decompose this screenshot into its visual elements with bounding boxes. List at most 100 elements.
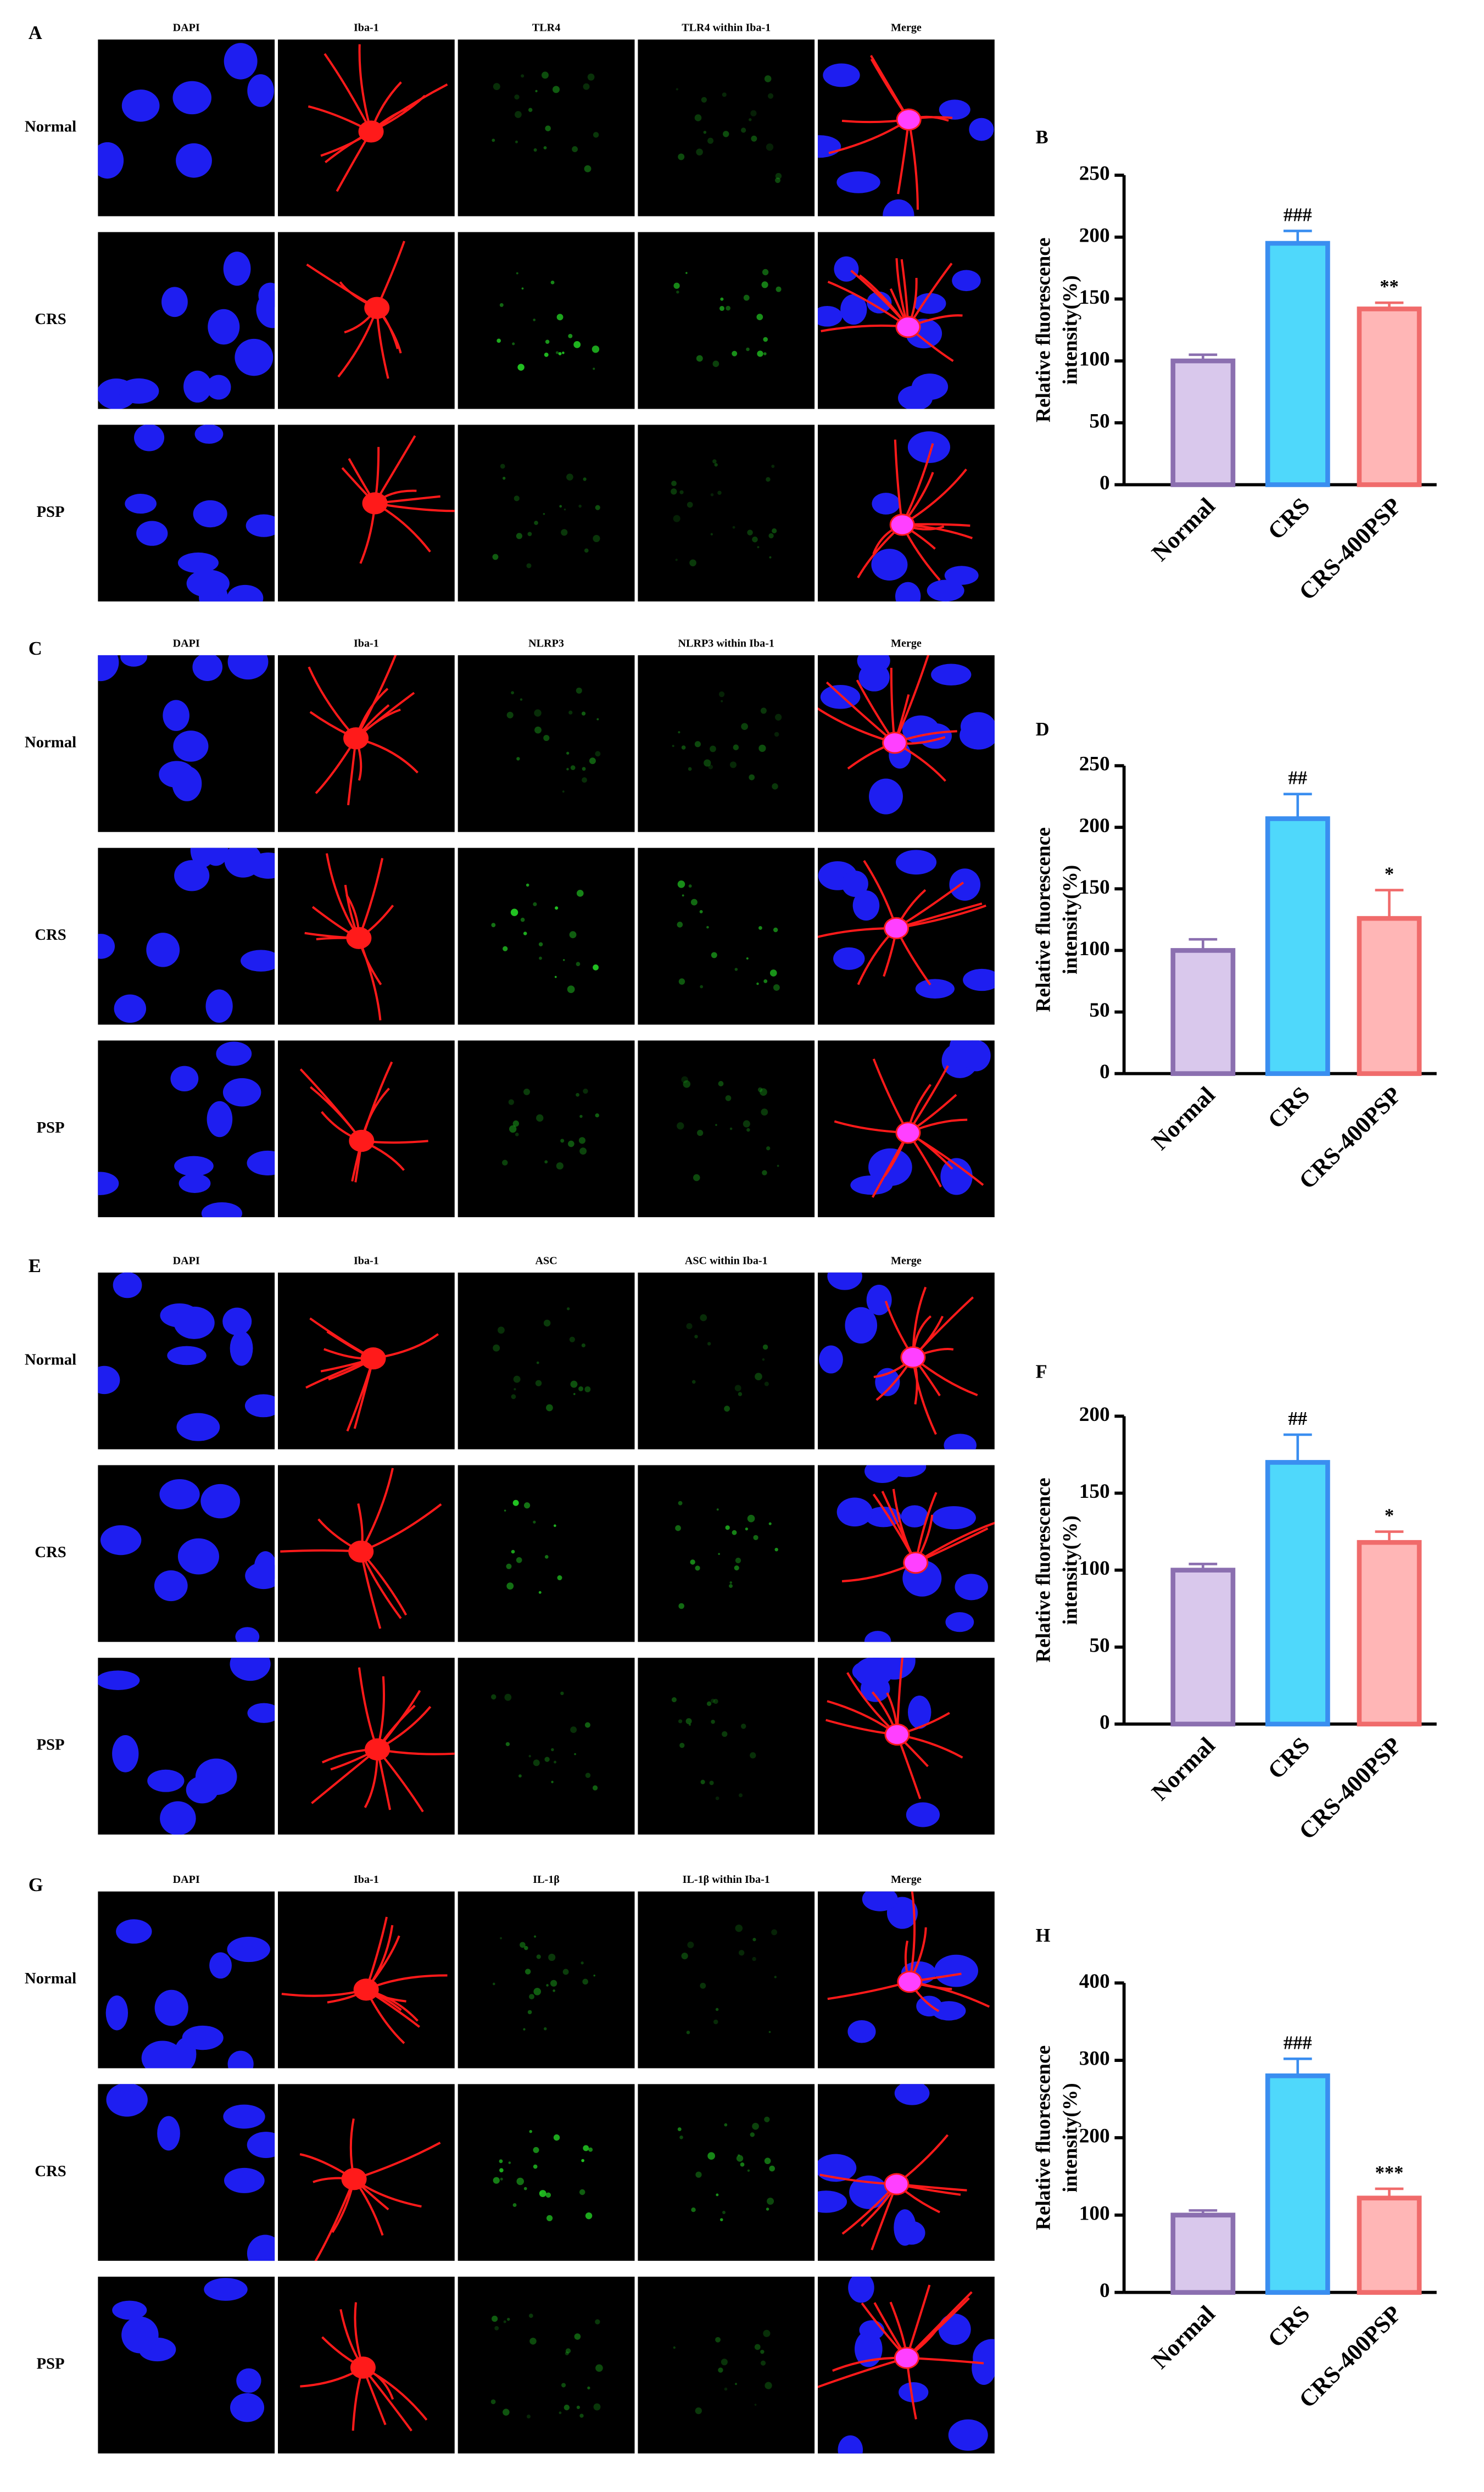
y-tick-label: 200 [1079, 1403, 1110, 1426]
image-background [458, 232, 635, 409]
nucleus [866, 1284, 892, 1315]
signal [557, 1575, 562, 1581]
signal [700, 1314, 707, 1322]
signal [576, 890, 584, 897]
signal [775, 177, 781, 183]
nucleus [194, 425, 224, 444]
signal [529, 2129, 532, 2133]
signal [732, 1530, 737, 1535]
signal [716, 1508, 719, 1511]
signal [550, 1980, 557, 1987]
signal [738, 1392, 743, 1396]
nucleus [227, 2050, 254, 2069]
signal [689, 1724, 691, 1726]
x-tick-label: Normal [1147, 493, 1220, 566]
nucleus [959, 721, 995, 750]
micrograph [638, 2084, 815, 2261]
bar [1265, 2073, 1330, 2295]
signal [593, 964, 599, 971]
column-header: DAPI [173, 21, 200, 34]
nucleus [176, 143, 212, 178]
column-header: Iba-1 [354, 1874, 379, 1886]
nucleus [969, 118, 994, 141]
signal [710, 745, 716, 752]
nucleus [952, 270, 981, 292]
signal [700, 985, 704, 989]
signal [760, 2360, 766, 2366]
signal [747, 2169, 750, 2172]
micrograph [638, 1658, 815, 1835]
signal [676, 88, 678, 91]
y-tick-label: 100 [1079, 348, 1110, 371]
signal [736, 2155, 744, 2162]
signal [516, 272, 518, 275]
bar [1265, 1460, 1330, 1727]
signal [514, 495, 520, 501]
signal [734, 2383, 737, 2385]
nucleus [247, 1150, 275, 1175]
signal [511, 1549, 515, 1554]
signal [735, 1924, 743, 1932]
signal [584, 1722, 590, 1728]
signal [560, 1691, 564, 1696]
y-tick-label: 100 [1079, 1557, 1110, 1580]
image-background [638, 1040, 815, 1218]
micrograph [638, 655, 815, 832]
y-tick-label: 250 [1079, 753, 1110, 776]
signal [595, 751, 601, 757]
signal [764, 2157, 771, 2165]
signal [672, 745, 674, 748]
signal [581, 1961, 584, 1965]
signal [734, 1385, 741, 1392]
nucleus [209, 1952, 232, 1979]
micrograph [817, 232, 995, 409]
signal [766, 2207, 769, 2211]
signal [696, 355, 703, 362]
signal [754, 2344, 761, 2350]
nucleus [819, 1345, 843, 1374]
process [355, 655, 397, 739]
signal [761, 281, 768, 288]
nucleus [895, 582, 921, 602]
signal [749, 774, 755, 781]
nucleus [105, 1995, 129, 2031]
nucleus [899, 2382, 929, 2402]
signal [573, 341, 581, 348]
nucleus [182, 2025, 224, 2050]
micrograph [277, 232, 455, 409]
y-tick-label: 150 [1079, 876, 1110, 899]
nucleus [245, 1562, 275, 1590]
signal [499, 303, 504, 307]
nucleus [961, 1040, 991, 1072]
image-background [458, 39, 635, 216]
signal [562, 1969, 569, 1975]
signal [699, 910, 703, 913]
signal [551, 1748, 554, 1752]
signal [513, 1375, 521, 1383]
process [915, 1521, 995, 1564]
nucleus [854, 1658, 893, 1687]
signal [545, 339, 550, 344]
bar [1170, 2212, 1236, 2295]
signal [772, 783, 778, 790]
nucleus [186, 570, 230, 598]
signal [762, 1344, 768, 1350]
signal [548, 1953, 556, 1961]
signal [536, 1954, 541, 1959]
signal [503, 946, 508, 951]
y-axis-label: Relative fluorescence [1032, 238, 1055, 422]
signal [722, 2210, 726, 2214]
signal [545, 1555, 549, 1559]
signal [526, 2415, 531, 2419]
image-background [638, 425, 815, 602]
y-tick-label: 0 [1100, 1061, 1110, 1083]
signal [568, 333, 573, 338]
y-tick-label: 150 [1079, 286, 1110, 309]
signal [515, 111, 522, 118]
micrograph [277, 39, 455, 216]
signal [675, 1525, 681, 1531]
signal [566, 1307, 570, 1311]
row-label: PSP [36, 1119, 64, 1136]
signal [747, 1514, 755, 1523]
signal [543, 146, 547, 150]
